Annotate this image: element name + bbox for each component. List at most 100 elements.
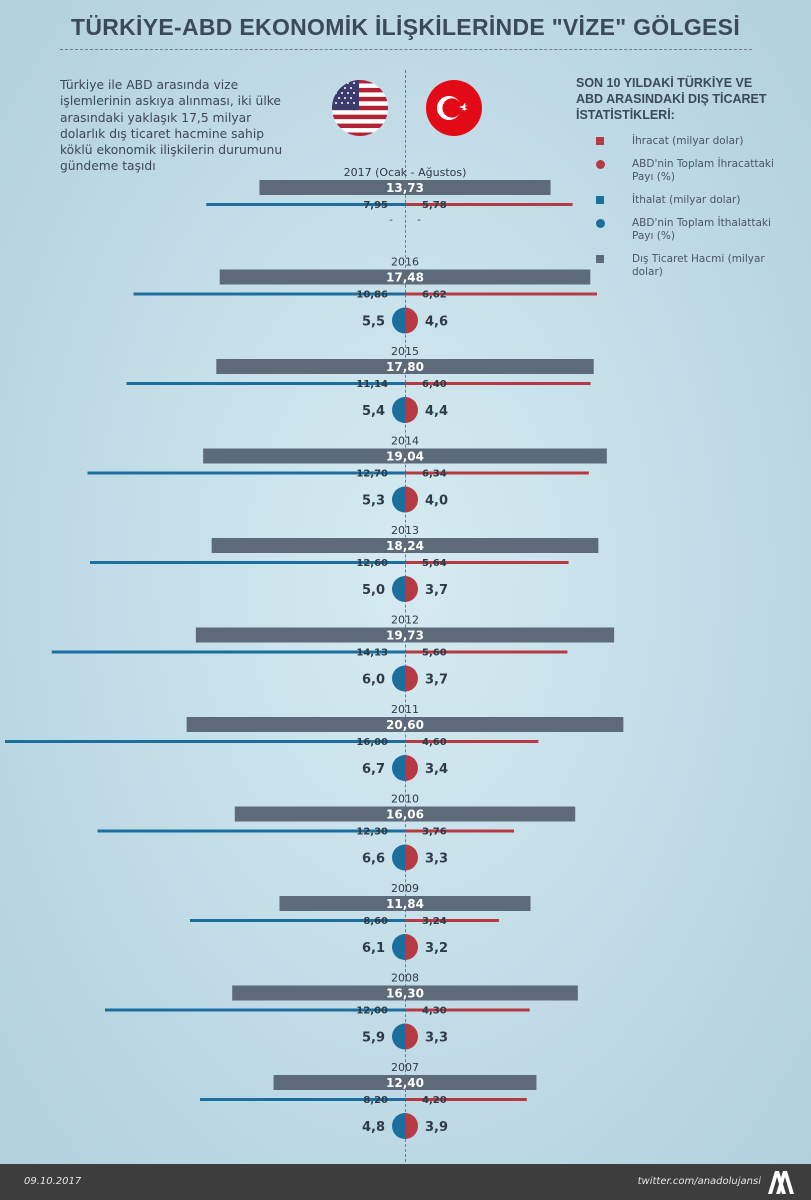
- export-bar: [405, 561, 569, 564]
- import-bar: [5, 740, 405, 743]
- import-share-label: 6,6: [362, 852, 385, 867]
- import-share-label: 5,4: [362, 404, 385, 419]
- volume-value-label: 19,04: [386, 450, 424, 464]
- import-share-half-circle: [392, 755, 405, 781]
- legend-item-export: İhracat (milyar dolar): [556, 135, 781, 148]
- export-share-label: 3,9: [425, 1120, 448, 1135]
- export-share-label: 3,3: [425, 852, 448, 867]
- volume-bar: [186, 717, 624, 732]
- export-share-label: 3,7: [425, 583, 448, 598]
- export-share-label: 4,6: [425, 315, 448, 330]
- import-value-label: 7,95: [363, 200, 388, 211]
- export-value-label: 5,64: [422, 558, 447, 569]
- volume-value-label: 13,73: [386, 181, 424, 195]
- import-bar: [51, 650, 405, 654]
- export-bar: [405, 829, 515, 833]
- import-share-label: 5,0: [362, 583, 385, 598]
- year-label: 2011: [391, 703, 419, 716]
- volume-bar: [219, 269, 591, 285]
- export-share-half-circle: [405, 576, 418, 602]
- volume-bar: [234, 806, 576, 822]
- import-value-label: 10,86: [356, 290, 388, 301]
- volume-value-label: 12,40: [386, 1076, 424, 1090]
- export-bar: [405, 1098, 527, 1101]
- import-value-label: 16,00: [356, 737, 388, 748]
- import-value-label: 12,60: [356, 558, 388, 569]
- volume-bar: [232, 985, 578, 1001]
- export-value-label: 6,34: [422, 469, 447, 480]
- import-share-half-circle: [392, 486, 405, 513]
- year-label: 2017 (Ocak - Ağustos): [344, 166, 467, 179]
- import-share-label: 5,5: [362, 315, 385, 330]
- export-bar: [405, 292, 597, 296]
- import-share-circle-icon: [596, 219, 605, 228]
- import-bar: [206, 203, 405, 206]
- export-bar: [405, 740, 539, 743]
- export-share-half-circle: [405, 307, 418, 334]
- legend-label: İthalat (milyar dolar): [632, 194, 741, 206]
- export-value-label: 6,40: [422, 379, 447, 390]
- import-share-half-circle: [392, 1023, 405, 1050]
- export-bar: [405, 1008, 530, 1012]
- import-share-label: 6,0: [362, 673, 385, 688]
- import-bar: [190, 919, 405, 922]
- import-bar: [126, 382, 405, 385]
- footer-handle: twitter.com/anadolujansi: [637, 1176, 761, 1187]
- import-share-label: 4,8: [362, 1120, 385, 1135]
- import-value-label: 12,70: [356, 469, 388, 480]
- export-bar: [405, 919, 499, 922]
- volume-bar: [203, 448, 607, 464]
- import-bar: [105, 1008, 405, 1012]
- export-value-label: 4,20: [422, 1095, 447, 1106]
- year-label: 2016: [391, 256, 419, 269]
- year-label: 2007: [391, 1061, 419, 1074]
- export-share-circle-icon: [596, 160, 605, 169]
- import-square-icon: [596, 196, 604, 204]
- footer-date: 09.10.2017: [24, 1176, 82, 1187]
- volume-value-label: 16,06: [386, 808, 424, 822]
- export-share-half-circle: [405, 1113, 418, 1139]
- import-share-label: 5,3: [362, 494, 385, 509]
- page-title: TÜRKİYE-ABD EKONOMİK İLİŞKİLERİNDE "VİZE…: [70, 14, 741, 40]
- import-bar: [90, 561, 405, 564]
- year-label: 2014: [391, 435, 419, 448]
- export-bar: [405, 203, 573, 206]
- intro-text: Türkiye ile ABD arasında vize işlemlerin…: [60, 78, 283, 174]
- export-share-label: 3,2: [425, 941, 448, 956]
- volume-value-label: 20,60: [386, 718, 424, 732]
- export-share-label: 3,7: [425, 673, 448, 688]
- us-flag-icon: [332, 80, 388, 136]
- center-axis-divider: [405, 70, 406, 1162]
- import-value-label: 12,00: [356, 1006, 388, 1017]
- volume-value-label: 17,48: [386, 271, 424, 285]
- import-value-label: 12,30: [356, 827, 388, 838]
- year-label: 2010: [391, 793, 419, 806]
- export-square-icon: [596, 137, 604, 145]
- legend-item-import-share: ABD'nin Toplam İthalattaki Payı (%): [556, 217, 781, 243]
- import-share-half-circle: [392, 844, 405, 871]
- legend-label: ABD'nin Toplam İthalattaki Payı (%): [632, 217, 771, 242]
- volume-bar: [211, 538, 599, 553]
- import-share-half-circle: [392, 576, 405, 602]
- legend-item-volume: Dış Ticaret Hacmi (milyar dolar): [556, 253, 781, 279]
- import-share-label: 6,1: [362, 941, 385, 956]
- import-share-half-circle: [392, 665, 405, 692]
- year-label: 2012: [391, 614, 419, 627]
- volume-value-label: 17,80: [386, 360, 424, 374]
- volume-bar: [259, 180, 551, 195]
- export-share-label: 3,4: [425, 762, 448, 777]
- legend-title: SON 10 YILDAKİ TÜRKİYE VE ABD ARASINDAKİ…: [576, 76, 767, 122]
- legend-label: Dış Ticaret Hacmi (milyar dolar): [632, 253, 765, 278]
- footer: 09.10.2017 twitter.com/anadolujansi: [0, 1164, 811, 1200]
- import-bar: [97, 829, 405, 833]
- export-share-half-circle: [405, 755, 418, 781]
- export-share-label: 4,0: [425, 494, 448, 509]
- export-value-label: 4,30: [422, 1006, 447, 1017]
- volume-value-label: 19,73: [386, 629, 424, 643]
- volume-value-label: 16,30: [386, 987, 424, 1001]
- volume-value-label: 11,84: [386, 897, 424, 911]
- legend-label: ABD'nin Toplam İhracattaki Payı (%): [632, 158, 774, 183]
- import-bar: [200, 1098, 405, 1101]
- export-share-label: 3,3: [425, 1031, 448, 1046]
